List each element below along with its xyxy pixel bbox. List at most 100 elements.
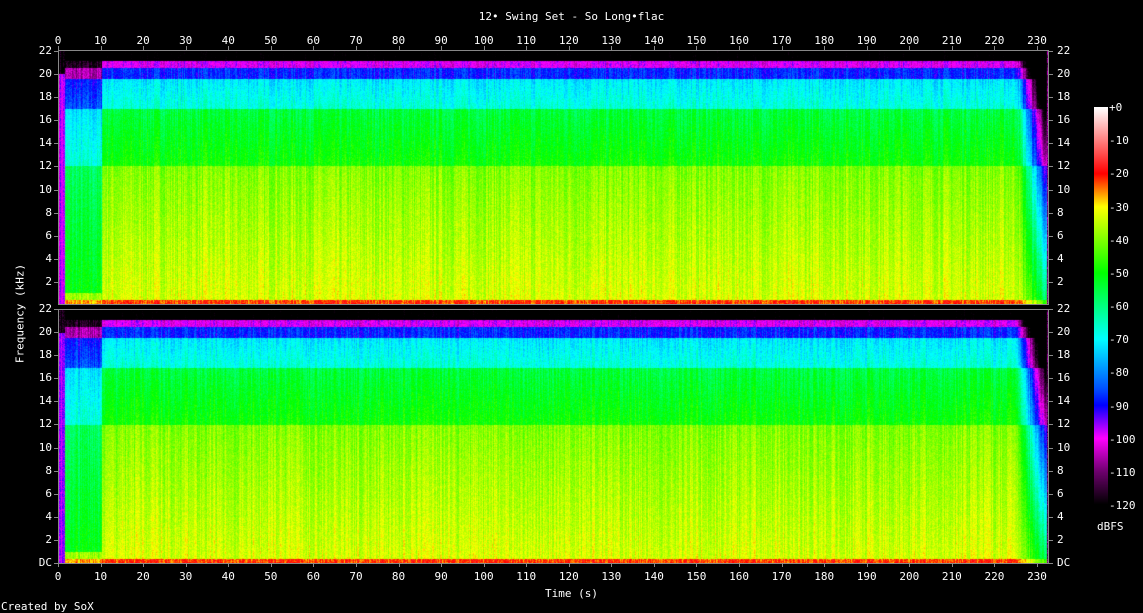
y-tick-label-right: 6: [1057, 228, 1064, 242]
y-tick-right: [1049, 189, 1053, 191]
credit-text: Created by SoX: [1, 600, 94, 613]
y-tick-right: [1049, 470, 1053, 472]
colorbar-tick-label: -70: [1109, 333, 1129, 347]
x-tick-label-bottom: 30: [179, 570, 193, 583]
y-tick-right: [1049, 378, 1053, 380]
y-tick-left: [54, 332, 58, 334]
y-tick-left: [54, 309, 58, 310]
x-tick-bottom: [185, 563, 187, 567]
y-tick-right: [1049, 120, 1053, 122]
y-tick-left: [54, 563, 58, 564]
y-tick-left: [54, 166, 58, 168]
x-tick-label-top: 10: [93, 34, 108, 47]
x-tick-label-top: 0: [54, 34, 62, 47]
y-tick-label-left: 22: [38, 44, 52, 57]
x-tick-label-top: 20: [136, 34, 150, 47]
x-tick-label-bottom: 210: [941, 570, 962, 583]
y-tick-label-left: 16: [38, 113, 52, 127]
y-tick-left: [54, 447, 58, 449]
y-tick-left: [54, 516, 58, 518]
y-tick-right: [1049, 401, 1053, 403]
y-tick-label-right: 18: [1057, 348, 1071, 362]
x-tick-label-bottom: 0: [54, 570, 62, 583]
y-tick-label-left: 16: [38, 371, 52, 385]
y-tick-label-right: 18: [1057, 90, 1071, 104]
x-tick-bottom: [526, 563, 528, 567]
x-tick-top: [739, 46, 741, 50]
x-tick-bottom: [951, 563, 953, 567]
x-tick-bottom: [228, 563, 230, 567]
y-tick-left: [54, 51, 58, 52]
y-tick-label-right: 20: [1057, 325, 1071, 339]
x-tick-label-top: 230: [1027, 34, 1047, 47]
y-tick-right: [1049, 258, 1053, 260]
x-tick-top: [58, 46, 59, 50]
y-tick-label-left: 20: [38, 67, 52, 81]
colorbar-tick-label: +0: [1109, 101, 1123, 114]
x-tick-top: [824, 46, 826, 50]
x-tick-top: [270, 46, 272, 50]
colorbar-tick-label: -100: [1109, 432, 1136, 446]
x-tick-label-top: 160: [729, 34, 749, 47]
x-tick-label-bottom: 180: [814, 570, 835, 583]
x-tick-label-top: 100: [473, 34, 494, 47]
colorbar: [1094, 107, 1108, 505]
x-tick-top: [653, 46, 655, 50]
y-tick-label-left: 6: [45, 228, 52, 242]
x-tick-top: [866, 46, 868, 50]
y-tick-right: [1049, 447, 1053, 449]
x-tick-top: [398, 46, 400, 50]
x-tick-label-bottom: 10: [93, 570, 108, 583]
colorbar-tick-label: -10: [1109, 134, 1129, 148]
x-tick-label-top: 70: [349, 34, 363, 47]
x-tick-label-bottom: 80: [391, 570, 406, 583]
y-tick-label-left: 4: [45, 509, 52, 523]
y-tick-label-left: 10: [38, 182, 52, 196]
x-tick-bottom: [398, 563, 400, 567]
x-tick-bottom: [58, 563, 59, 567]
colorbar-tick-label: -90: [1109, 399, 1129, 413]
colorbar-unit: dBFS: [1097, 520, 1124, 533]
spectrogram-channel-2: [58, 309, 1049, 564]
y-tick-label-right: 2: [1057, 532, 1064, 546]
x-tick-top: [994, 46, 996, 50]
y-tick-label-right: 2: [1057, 274, 1064, 288]
chart-title: 12• Swing Set - So Long•flac: [478, 10, 665, 23]
x-tick-bottom: [696, 563, 698, 567]
y-tick-label-left: 18: [38, 348, 52, 362]
x-tick-label-bottom: 90: [434, 570, 448, 583]
x-tick-bottom: [100, 563, 102, 567]
y-tick-label-right: 16: [1057, 371, 1071, 385]
x-tick-bottom: [143, 563, 145, 567]
y-tick-label-right: 22: [1057, 44, 1071, 57]
y-tick-label-right: 4: [1057, 251, 1064, 265]
x-tick-label-top: 140: [643, 34, 664, 47]
y-tick-right: [1049, 309, 1053, 310]
y-tick-label-right: 10: [1057, 440, 1071, 454]
x-tick-label-top: 120: [558, 34, 579, 47]
x-tick-label-bottom: 150: [686, 570, 707, 583]
x-tick-top: [100, 46, 102, 50]
x-tick-label-top: 30: [179, 34, 193, 47]
y-tick-left: [54, 189, 58, 191]
y-tick-left: [54, 470, 58, 472]
x-tick-label-top: 150: [686, 34, 707, 47]
y-tick-label-left: 4: [45, 251, 52, 265]
y-tick-label-left: 2: [45, 532, 52, 546]
x-tick-bottom: [355, 563, 357, 567]
y-tick-right: [1049, 332, 1053, 334]
x-tick-bottom: [824, 563, 826, 567]
colorbar-tick-label: -110: [1109, 465, 1136, 479]
y-tick-left: [54, 258, 58, 260]
colorbar-tick-label: -30: [1109, 200, 1129, 214]
x-tick-top: [355, 46, 357, 50]
y-tick-label-right: 8: [1057, 463, 1064, 477]
x-tick-label-top: 40: [221, 34, 235, 47]
y-tick-label-right: 16: [1057, 113, 1071, 127]
x-tick-label-bottom: 130: [601, 570, 622, 583]
x-tick-label-top: 80: [391, 34, 406, 47]
y-axis-label: Frequency (kHz): [13, 263, 27, 364]
y-tick-label-right: 14: [1057, 136, 1071, 150]
x-tick-bottom: [866, 563, 868, 567]
y-tick-label-right: 14: [1057, 394, 1071, 408]
